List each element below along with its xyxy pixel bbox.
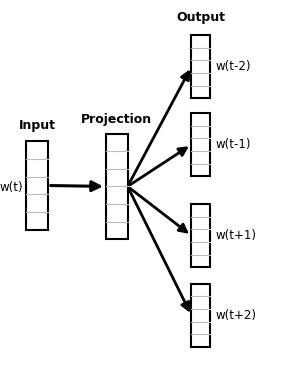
Bar xyxy=(191,204,210,267)
Text: Input: Input xyxy=(19,119,56,132)
Bar xyxy=(191,35,210,98)
Text: w(t-2): w(t-2) xyxy=(215,60,251,73)
Text: Output: Output xyxy=(177,11,225,24)
Text: w(t-1): w(t-1) xyxy=(215,138,251,151)
Text: w(t): w(t) xyxy=(0,181,23,194)
Bar xyxy=(191,113,210,176)
Bar xyxy=(26,141,48,230)
Text: Projection: Projection xyxy=(81,113,153,126)
Text: w(t+1): w(t+1) xyxy=(215,229,256,242)
Bar xyxy=(191,284,210,347)
Text: w(t+2): w(t+2) xyxy=(215,309,256,322)
Bar xyxy=(106,134,128,239)
